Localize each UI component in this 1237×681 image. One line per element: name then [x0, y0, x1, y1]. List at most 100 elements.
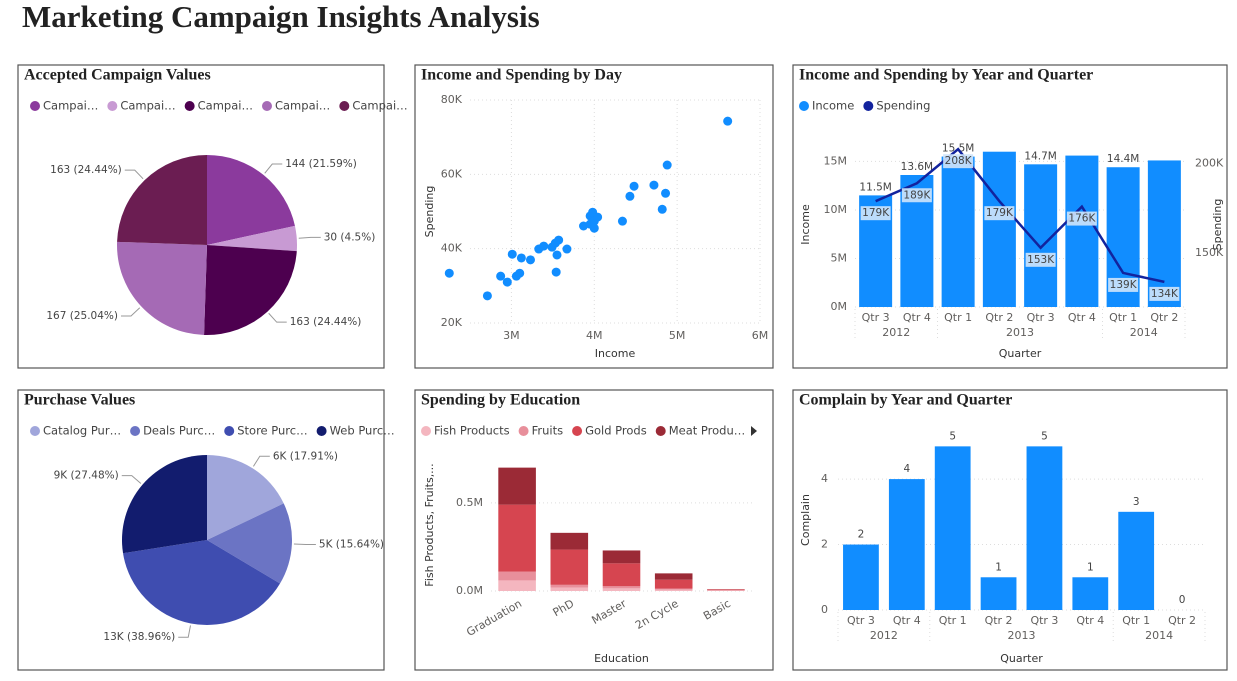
x-tick-label: Qtr 2: [985, 311, 1013, 324]
chart-title: Purchase Values: [24, 392, 135, 409]
scatter-point: [629, 181, 639, 191]
y-tick-label: 5M: [831, 251, 848, 264]
axis-title: Income: [595, 347, 636, 360]
leader-line: [298, 236, 321, 239]
y-tick-label: 20K: [441, 316, 463, 329]
x-tick-label: Qtr 1: [1122, 614, 1150, 627]
chart-title: Income and Spending by Year and Quarter: [799, 67, 1093, 84]
leader-line: [121, 475, 142, 484]
legend-swatch: [655, 426, 666, 436]
x-tick-label: Qtr 3: [847, 614, 875, 627]
label-bg: [1066, 211, 1097, 226]
label-bg: [984, 206, 1015, 221]
legend-label: Fruits: [532, 424, 564, 438]
x-group-label: 2013: [1006, 326, 1034, 339]
x-group-label: 2012: [870, 629, 898, 642]
legend-label: Store Purc…: [237, 424, 307, 438]
x-tick-label: Qtr 4: [893, 614, 921, 627]
legend-scroll-arrow[interactable]: [751, 426, 757, 436]
data-label: 11.5M: [859, 181, 891, 193]
leader-line: [252, 455, 270, 467]
bar: [843, 544, 879, 610]
y-tick-label: 80K: [441, 93, 463, 106]
bar-segment: [707, 590, 745, 591]
axis-title: Education: [594, 652, 649, 665]
legend-label: Income: [812, 99, 854, 113]
scatter-point: [662, 160, 672, 170]
x-tick-label: Qtr 4: [1076, 614, 1104, 627]
bar-segment: [602, 588, 641, 591]
axis-title: Quarter: [999, 347, 1042, 360]
pie-slice: [204, 245, 297, 335]
legend-swatch: [339, 101, 350, 111]
y-tick-label: 40K: [441, 242, 463, 255]
data-label: 1: [1087, 561, 1094, 573]
axis-title: Fish Products, Fruits,...: [423, 463, 436, 586]
bar: [888, 479, 925, 610]
data-label: 134K: [1151, 288, 1179, 300]
label-bg: [1149, 286, 1180, 301]
legend-swatch: [518, 426, 529, 436]
legend-swatch: [799, 101, 809, 111]
leader-line: [264, 163, 283, 174]
data-label: 163 (24.44%): [290, 316, 362, 328]
bar-segment: [498, 504, 536, 572]
data-label: 4: [903, 463, 910, 475]
x-tick-label: 3M: [503, 329, 520, 342]
chart-title: Accepted Campaign Values: [24, 67, 211, 84]
bar-segment: [498, 467, 536, 505]
legend-swatch: [316, 426, 327, 436]
legend-swatch: [572, 426, 583, 436]
data-label: 3: [1133, 496, 1140, 508]
bar: [982, 151, 1016, 307]
bar: [1065, 155, 1099, 307]
bar: [1026, 446, 1063, 610]
page-title: Marketing Campaign Insights Analysis: [22, 0, 540, 34]
scatter-point: [507, 249, 517, 259]
x-tick-label: Qtr 2: [985, 614, 1013, 627]
legend-label: Campai…: [275, 99, 330, 113]
bar-segment: [498, 580, 536, 591]
data-label: 179K: [986, 207, 1014, 219]
label-bg: [943, 154, 974, 169]
x-tick-label: Qtr 3: [1030, 614, 1058, 627]
y-tick-label: 10M: [824, 203, 848, 216]
scatter-point: [617, 216, 627, 226]
scatter-point: [661, 188, 671, 198]
bar-segment: [654, 573, 693, 580]
x-tick-label: Qtr 3: [862, 311, 890, 324]
legend-swatch: [224, 426, 235, 436]
x-group-label: 2012: [882, 326, 910, 339]
axis-title: Quarter: [1000, 652, 1043, 665]
y-tick-label: 0.0M: [456, 584, 483, 597]
scatter-point: [444, 268, 454, 278]
bar-segment: [602, 550, 641, 564]
legend-swatch: [30, 426, 40, 436]
leader-line: [124, 169, 144, 180]
chart-title: Income and Spending by Day: [421, 67, 622, 84]
scatter-point: [496, 271, 506, 281]
y-tick-label: 0M: [831, 300, 848, 313]
data-label: 1: [995, 561, 1002, 573]
pie-slice: [123, 540, 281, 626]
scatter-point: [554, 235, 564, 245]
x-tick-label: Qtr 1: [939, 614, 967, 627]
data-label: 30 (4.5%): [324, 231, 376, 243]
legend-label: Web Purc…: [330, 424, 395, 438]
legend-label: Campai…: [352, 99, 407, 113]
scatter-point: [552, 250, 562, 260]
data-label: 5K (15.64%): [319, 539, 384, 551]
legend-swatch: [107, 101, 118, 111]
x-group-label: 2014: [1145, 629, 1173, 642]
label-bg: [1108, 277, 1139, 292]
bar-segment: [654, 579, 693, 589]
y-tick-label: 150K: [1195, 246, 1224, 259]
leader-line: [268, 312, 287, 323]
legend-label: Gold Prods: [585, 424, 647, 438]
legend-swatch: [30, 101, 40, 111]
chart-title: Complain by Year and Quarter: [799, 392, 1012, 409]
scatter-point: [525, 255, 535, 265]
panel: [414, 389, 774, 671]
data-label: 176K: [1068, 213, 1096, 225]
